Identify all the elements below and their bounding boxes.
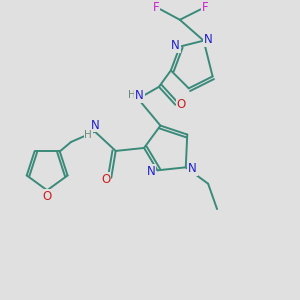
Text: N: N bbox=[135, 89, 144, 102]
Text: H: H bbox=[84, 130, 92, 140]
Text: F: F bbox=[153, 1, 159, 14]
Text: O: O bbox=[101, 173, 110, 186]
Text: H: H bbox=[128, 90, 135, 100]
Text: N: N bbox=[91, 118, 99, 131]
Text: N: N bbox=[171, 39, 180, 52]
Text: N: N bbox=[204, 33, 212, 46]
Text: O: O bbox=[177, 98, 186, 111]
Text: F: F bbox=[202, 1, 208, 14]
Text: O: O bbox=[43, 190, 52, 203]
Text: N: N bbox=[146, 165, 155, 178]
Text: N: N bbox=[188, 162, 197, 175]
